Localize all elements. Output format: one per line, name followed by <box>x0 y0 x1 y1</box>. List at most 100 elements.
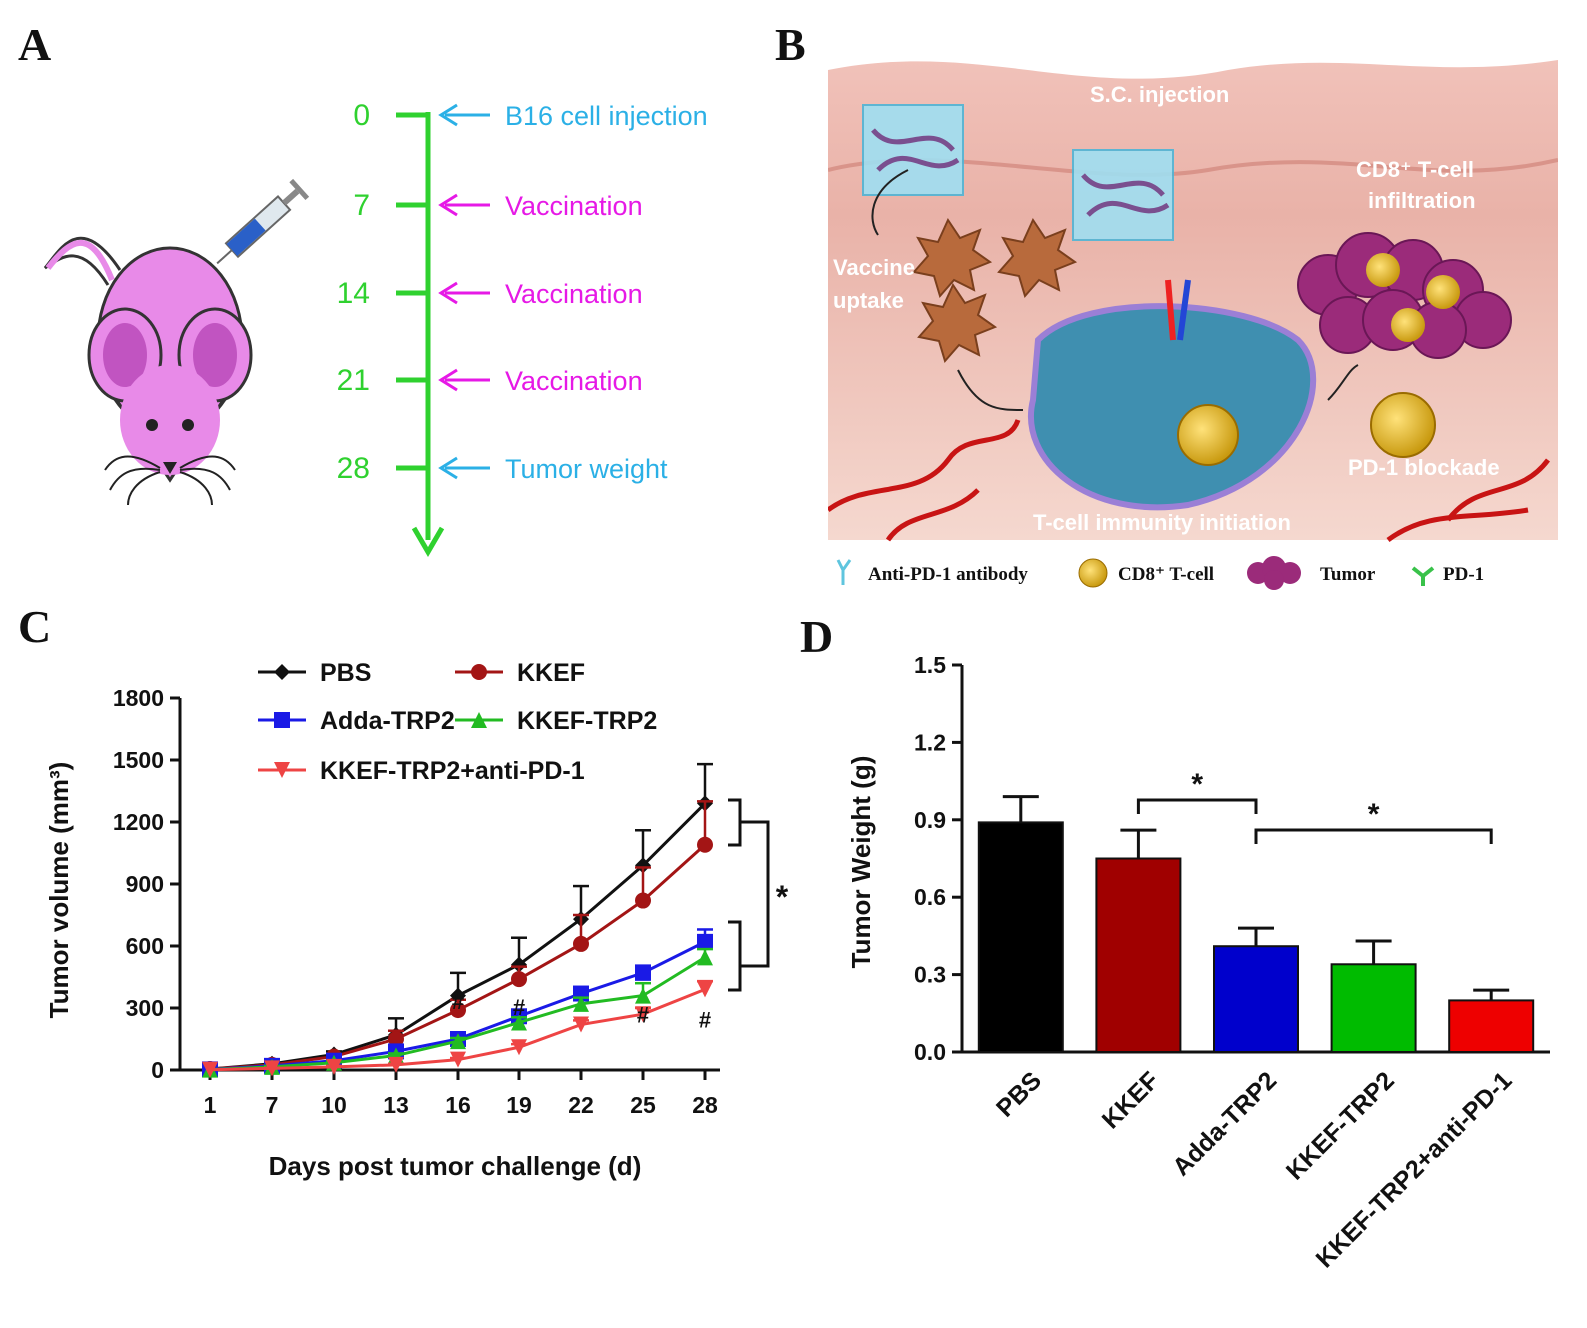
legend-label: KKEF-TRP2 <box>517 707 657 735</box>
data-point <box>274 762 290 778</box>
panel-letter-c: C <box>18 601 52 652</box>
hash-annotation: # <box>637 1002 649 1027</box>
data-point <box>635 857 651 874</box>
data-point <box>450 1033 466 1050</box>
antibody-icon <box>836 559 852 585</box>
legend-item: PBS <box>258 659 371 687</box>
series-line <box>209 802 707 1071</box>
data-point <box>511 1039 527 1056</box>
legend-item: KKEF-TRP2 <box>455 707 657 735</box>
panel-letter-d: D <box>800 611 834 662</box>
schematic-panel: S.C. injection CD8⁺ T-cell infiltration … <box>828 40 1558 590</box>
label-blockade: PD-1 blockade <box>1348 455 1500 480</box>
series-4 <box>202 979 713 1078</box>
data-point <box>202 1061 218 1078</box>
significance-bracket <box>1136 798 1258 814</box>
hydrogel-cube <box>1072 149 1174 241</box>
arrow-left-icon <box>438 193 458 217</box>
data-point <box>635 964 651 981</box>
panel-letter-a: A <box>18 19 52 70</box>
hash-annotation: # <box>452 989 464 1014</box>
y-axis-title: Tumor volume (mm³) <box>44 762 74 1019</box>
arrow-left-icon <box>438 281 458 305</box>
bar-chart: 0.0 0.3 0.6 0.9 1.2 1.5 Tumor Weight (g) PBS KKE… <box>846 652 1550 1273</box>
x-tick-label: 28 <box>692 1092 718 1118</box>
data-point <box>635 1006 651 1023</box>
data-point <box>697 949 713 966</box>
y-tick-label: 600 <box>126 933 164 959</box>
label-uptake-1: Vaccine <box>833 255 915 280</box>
x-tick-label: KKEF <box>1097 1066 1165 1134</box>
timeline-event-label: Vaccination <box>505 366 643 396</box>
data-point <box>697 933 713 950</box>
x-tick-label: KKEF-TRP2 <box>1281 1066 1400 1185</box>
label-sc-injection: S.C. injection <box>1090 82 1229 107</box>
lymph-node <box>1028 303 1317 511</box>
significance-bracket <box>740 820 770 968</box>
y-tick-label: 1.5 <box>914 652 946 678</box>
data-point <box>450 1051 466 1068</box>
data-point <box>450 1002 466 1019</box>
label-infiltration-1: CD8⁺ T-cell <box>1356 157 1474 182</box>
label-infiltration-2: infiltration <box>1368 188 1476 213</box>
y-tick-label: 300 <box>126 995 164 1021</box>
mouse-icon <box>43 236 253 506</box>
arrow-left-icon <box>438 103 458 127</box>
timeline-event-label: B16 cell injection <box>505 101 708 131</box>
x-tick-label: KKEF-TRP2+anti-PD-1 <box>1311 1066 1518 1273</box>
arrow-left-icon <box>438 456 458 480</box>
timeline-panel: 0 B16 cell injection 7 Vaccination 14 Vaccina… <box>43 99 708 557</box>
data-point <box>573 935 589 952</box>
legend-label: PBS <box>320 659 371 687</box>
data-point <box>635 892 651 909</box>
data-point <box>573 1016 589 1033</box>
legend-pd1: PD-1 <box>1443 564 1484 585</box>
x-tick-label: 16 <box>445 1092 471 1118</box>
timeline-day: 14 <box>337 277 370 310</box>
syringe-icon <box>216 178 310 265</box>
x-tick-label: 7 <box>266 1092 279 1118</box>
star-annotation: * <box>1191 768 1203 801</box>
x-tick-label: 22 <box>568 1092 594 1118</box>
data-point <box>573 995 589 1012</box>
data-point <box>697 836 713 853</box>
data-point <box>471 712 487 728</box>
x-tick-label: 25 <box>630 1092 656 1118</box>
legend-item: KKEF-TRP2+anti-PD-1 <box>258 757 585 785</box>
label-initiation: T-cell immunity initiation <box>1033 510 1291 535</box>
legend-label: KKEF-TRP2+anti-PD-1 <box>320 757 585 785</box>
t-cell-icon <box>1370 392 1436 458</box>
legend-label: Adda-TRP2 <box>320 707 455 735</box>
timeline-event-label: Vaccination <box>505 279 643 309</box>
hash-annotation: # <box>513 995 525 1020</box>
t-cell-icon <box>1177 404 1239 466</box>
timeline-event-label: Vaccination <box>505 191 643 221</box>
data-point <box>388 1031 404 1047</box>
legend-label: KKEF <box>517 659 585 687</box>
pd1-icon <box>1411 566 1435 586</box>
legend-item: Adda-TRP2 <box>258 707 455 735</box>
data-point <box>511 956 527 973</box>
y-tick-label: 1.2 <box>914 729 946 755</box>
data-point <box>635 987 651 1004</box>
legend-item: KKEF <box>455 659 585 687</box>
bar <box>1330 963 1417 1053</box>
data-point <box>511 1014 527 1031</box>
significance-bracket <box>728 798 742 847</box>
schematic-legend: Anti-PD-1 antibody CD8⁺ T-cell Tumor PD-… <box>836 556 1484 590</box>
cd8-cell-icon <box>1078 558 1108 588</box>
dendritic-cells <box>912 217 1078 364</box>
bar <box>1448 999 1535 1053</box>
bar <box>1095 857 1182 1053</box>
data-point <box>326 1058 342 1075</box>
data-point <box>511 971 527 988</box>
y-tick-label: 0 <box>151 1057 164 1083</box>
hash-annotation: # <box>699 1007 711 1032</box>
x-tick-label: PBS <box>991 1066 1047 1122</box>
x-tick-label: Adda-TRP2 <box>1167 1066 1282 1181</box>
significance-bracket <box>1254 828 1493 844</box>
hydrogel-cube <box>862 104 964 196</box>
y-tick-label: 1800 <box>113 685 164 711</box>
x-tick-label: 1 <box>204 1092 217 1118</box>
x-tick-label: 19 <box>506 1092 532 1118</box>
